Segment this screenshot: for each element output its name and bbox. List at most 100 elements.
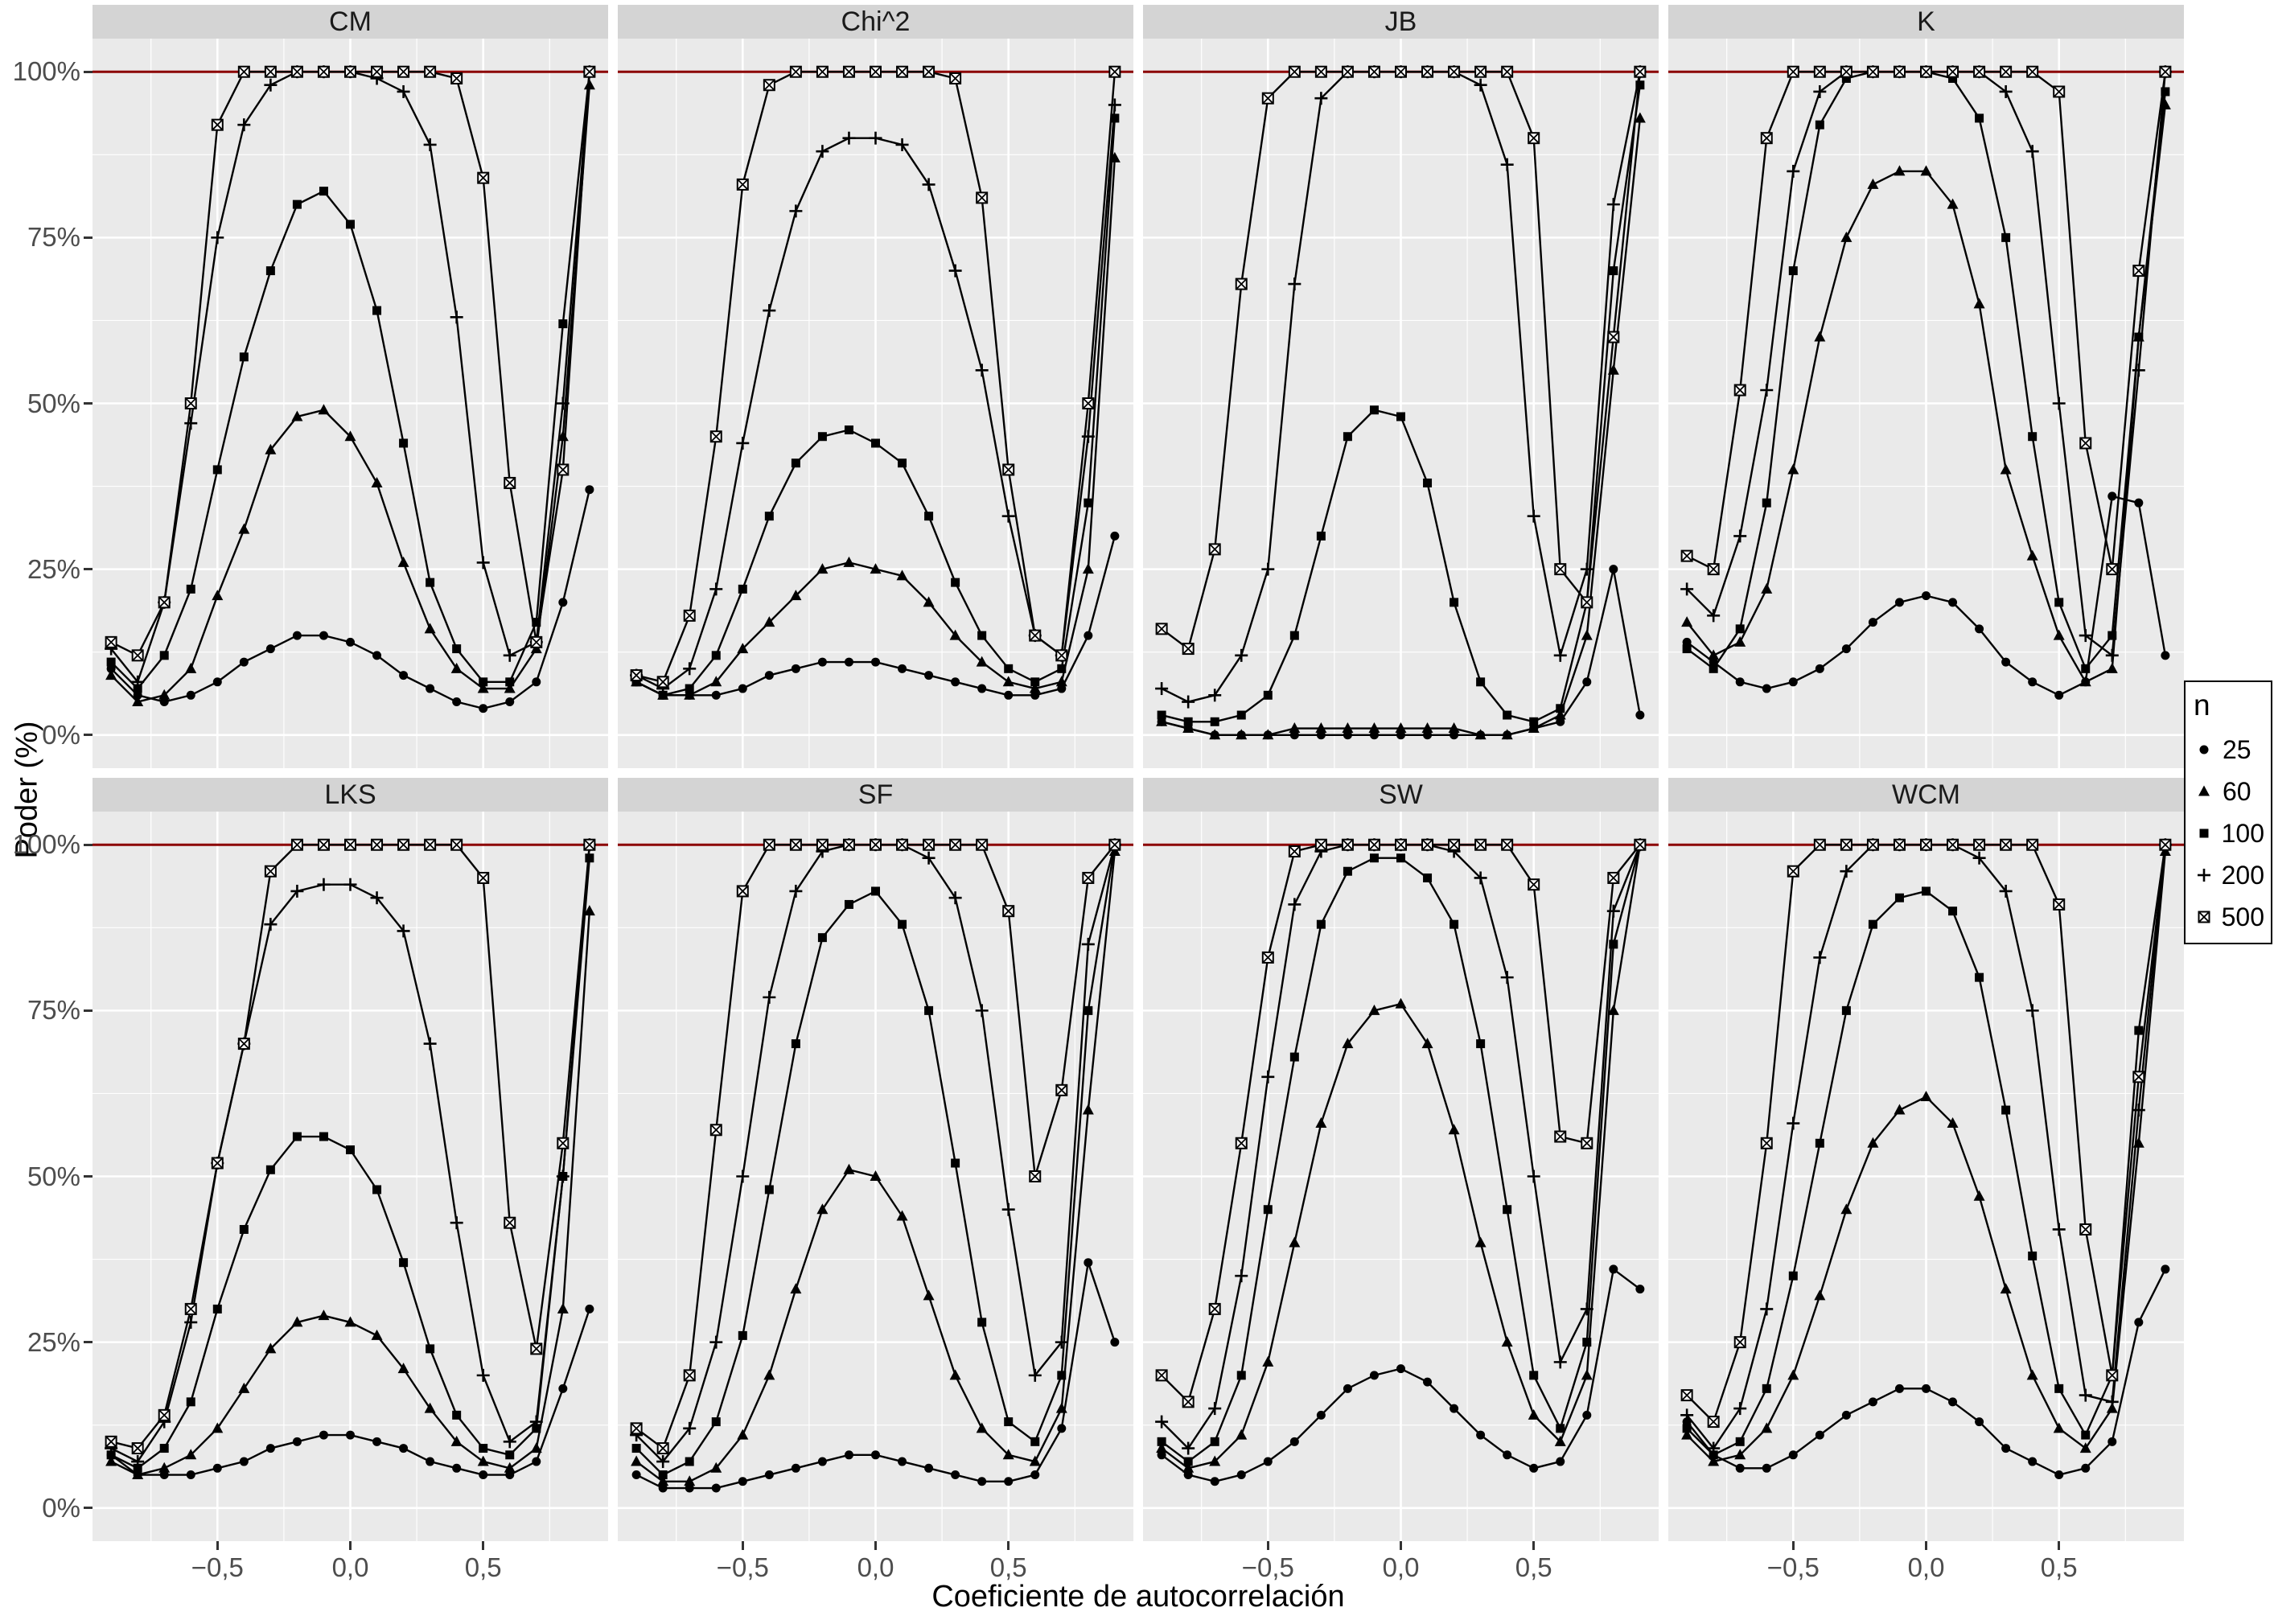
series-n60 (631, 845, 1121, 1486)
circle-marker-icon (452, 697, 462, 707)
triangle-marker-icon (1787, 1369, 1799, 1380)
triangle-marker-icon (737, 1429, 749, 1440)
circle-marker-icon (1289, 1437, 1299, 1446)
plus-marker-icon (948, 264, 962, 278)
series-n500 (1155, 838, 1647, 1408)
plus-marker-icon (1474, 78, 1487, 92)
triangle-marker-icon (371, 476, 383, 487)
panel-SF: SF (618, 778, 1133, 1541)
circle-marker-icon (1396, 1364, 1405, 1374)
triangle-marker-icon (318, 1309, 330, 1321)
triangle-marker-icon (1236, 729, 1248, 740)
square-marker-icon (738, 1330, 747, 1340)
triangle-marker-icon (132, 1469, 144, 1480)
plus-marker-icon (1787, 1116, 1800, 1130)
triangle-marker-icon (2198, 785, 2210, 796)
square-cross-marker-icon (131, 1442, 144, 1455)
plus-marker-icon (895, 138, 909, 151)
circle-marker-icon (452, 1463, 462, 1473)
square-cross-marker-icon (2159, 838, 2172, 851)
square-cross-marker-icon (2026, 65, 2039, 78)
plus-marker-icon (1155, 1415, 1169, 1429)
circle-marker-icon (1788, 677, 1798, 687)
panel-strip-title: LKS (93, 778, 608, 812)
square-cross-marker-icon (1760, 1137, 1773, 1149)
square-cross-marker-icon (1341, 838, 1354, 851)
square-marker-icon (346, 220, 355, 229)
square-marker-icon (1582, 1338, 1592, 1347)
circle-marker-icon (319, 631, 328, 640)
plus-marker-icon (264, 78, 278, 92)
plus-marker-icon (2079, 1388, 2092, 1402)
square-cross-marker-icon (1314, 65, 1327, 78)
square-cross-marker-icon (424, 838, 437, 851)
square-cross-marker-icon (1733, 384, 1746, 397)
plus-marker-icon (1707, 609, 1721, 623)
triangle-marker-icon (1581, 629, 1593, 640)
circle-marker-icon (1423, 1377, 1433, 1387)
circle-marker-icon (2161, 651, 2170, 660)
y-tick-label: 75% (27, 222, 80, 253)
square-marker-icon (1057, 1371, 1067, 1380)
plus-marker-icon (1680, 582, 1694, 596)
square-cross-marker-icon (530, 1342, 543, 1355)
square-marker-icon (133, 684, 142, 693)
y-tick-label: 0% (42, 719, 80, 750)
series-n100 (631, 113, 1120, 700)
triangle-marker-icon (870, 1170, 882, 1181)
square-marker-icon (159, 651, 169, 660)
plus-marker-icon (2052, 397, 2066, 410)
square-legend-key-icon (2199, 828, 2209, 838)
plus-marker-icon (1182, 1441, 1195, 1455)
square-cross-marker-icon (1448, 838, 1461, 851)
legend-entry-label: 60 (2223, 776, 2251, 806)
triangle-marker-icon (763, 616, 775, 627)
triangle-marker-icon (2026, 549, 2038, 561)
circle-marker-icon (399, 1444, 409, 1453)
square-marker-icon (1762, 498, 1771, 508)
triangle-marker-icon (1867, 1137, 1879, 1148)
square-cross-marker-icon (1973, 838, 1986, 851)
circle-marker-icon (1635, 1285, 1645, 1294)
panel-plot-Chi^2 (618, 39, 1133, 768)
square-cross-marker-icon (264, 865, 277, 878)
square-marker-icon (292, 199, 302, 209)
square-marker-icon (977, 1318, 987, 1327)
triangle-marker-icon (1209, 729, 1221, 740)
square-marker-icon (532, 618, 541, 627)
square-cross-marker-icon (736, 178, 749, 191)
plus-marker-icon (131, 1455, 145, 1469)
square-marker-icon (1423, 873, 1433, 882)
square-marker-icon (133, 1463, 142, 1473)
square-cross-marker-icon (317, 838, 330, 851)
plus-marker-icon (476, 556, 490, 569)
panel-LKS: LKS (93, 778, 608, 1541)
x-tick-mark (1791, 1541, 1795, 1550)
square-cross-marker-icon (709, 430, 722, 443)
square-marker-icon (1084, 498, 1093, 508)
series-n60 (1156, 112, 1646, 740)
square-marker-icon (1948, 907, 1958, 916)
plus-marker-icon (503, 1435, 516, 1449)
triangle-marker-icon (1554, 1435, 1566, 1446)
circle-marker-icon (898, 664, 907, 673)
circle-marker-icon (977, 684, 987, 693)
square-cross-marker-icon (1367, 65, 1380, 78)
circle-marker-icon (951, 677, 960, 687)
circle-marker-icon (1084, 1258, 1093, 1268)
y-tick-label: 100% (12, 56, 80, 87)
square-marker-icon (764, 1185, 774, 1194)
square-marker-icon (1948, 73, 1958, 83)
triangle-marker-icon (631, 1455, 643, 1466)
square-marker-icon (2001, 232, 2011, 242)
triangle-marker-icon (1973, 298, 1985, 309)
square-marker-icon (106, 1450, 116, 1460)
circle-marker-icon (1735, 1463, 1745, 1473)
triangle-marker-icon (2053, 629, 2065, 640)
plus-marker-icon (2132, 364, 2145, 377)
x-tick-label: 0,5 (989, 1552, 1027, 1582)
triangle-marker-icon (2079, 676, 2091, 687)
square-cross-marker-icon (1787, 865, 1799, 878)
x-tick-label: 0,0 (1382, 1552, 1420, 1582)
square-marker-icon (186, 1397, 195, 1407)
